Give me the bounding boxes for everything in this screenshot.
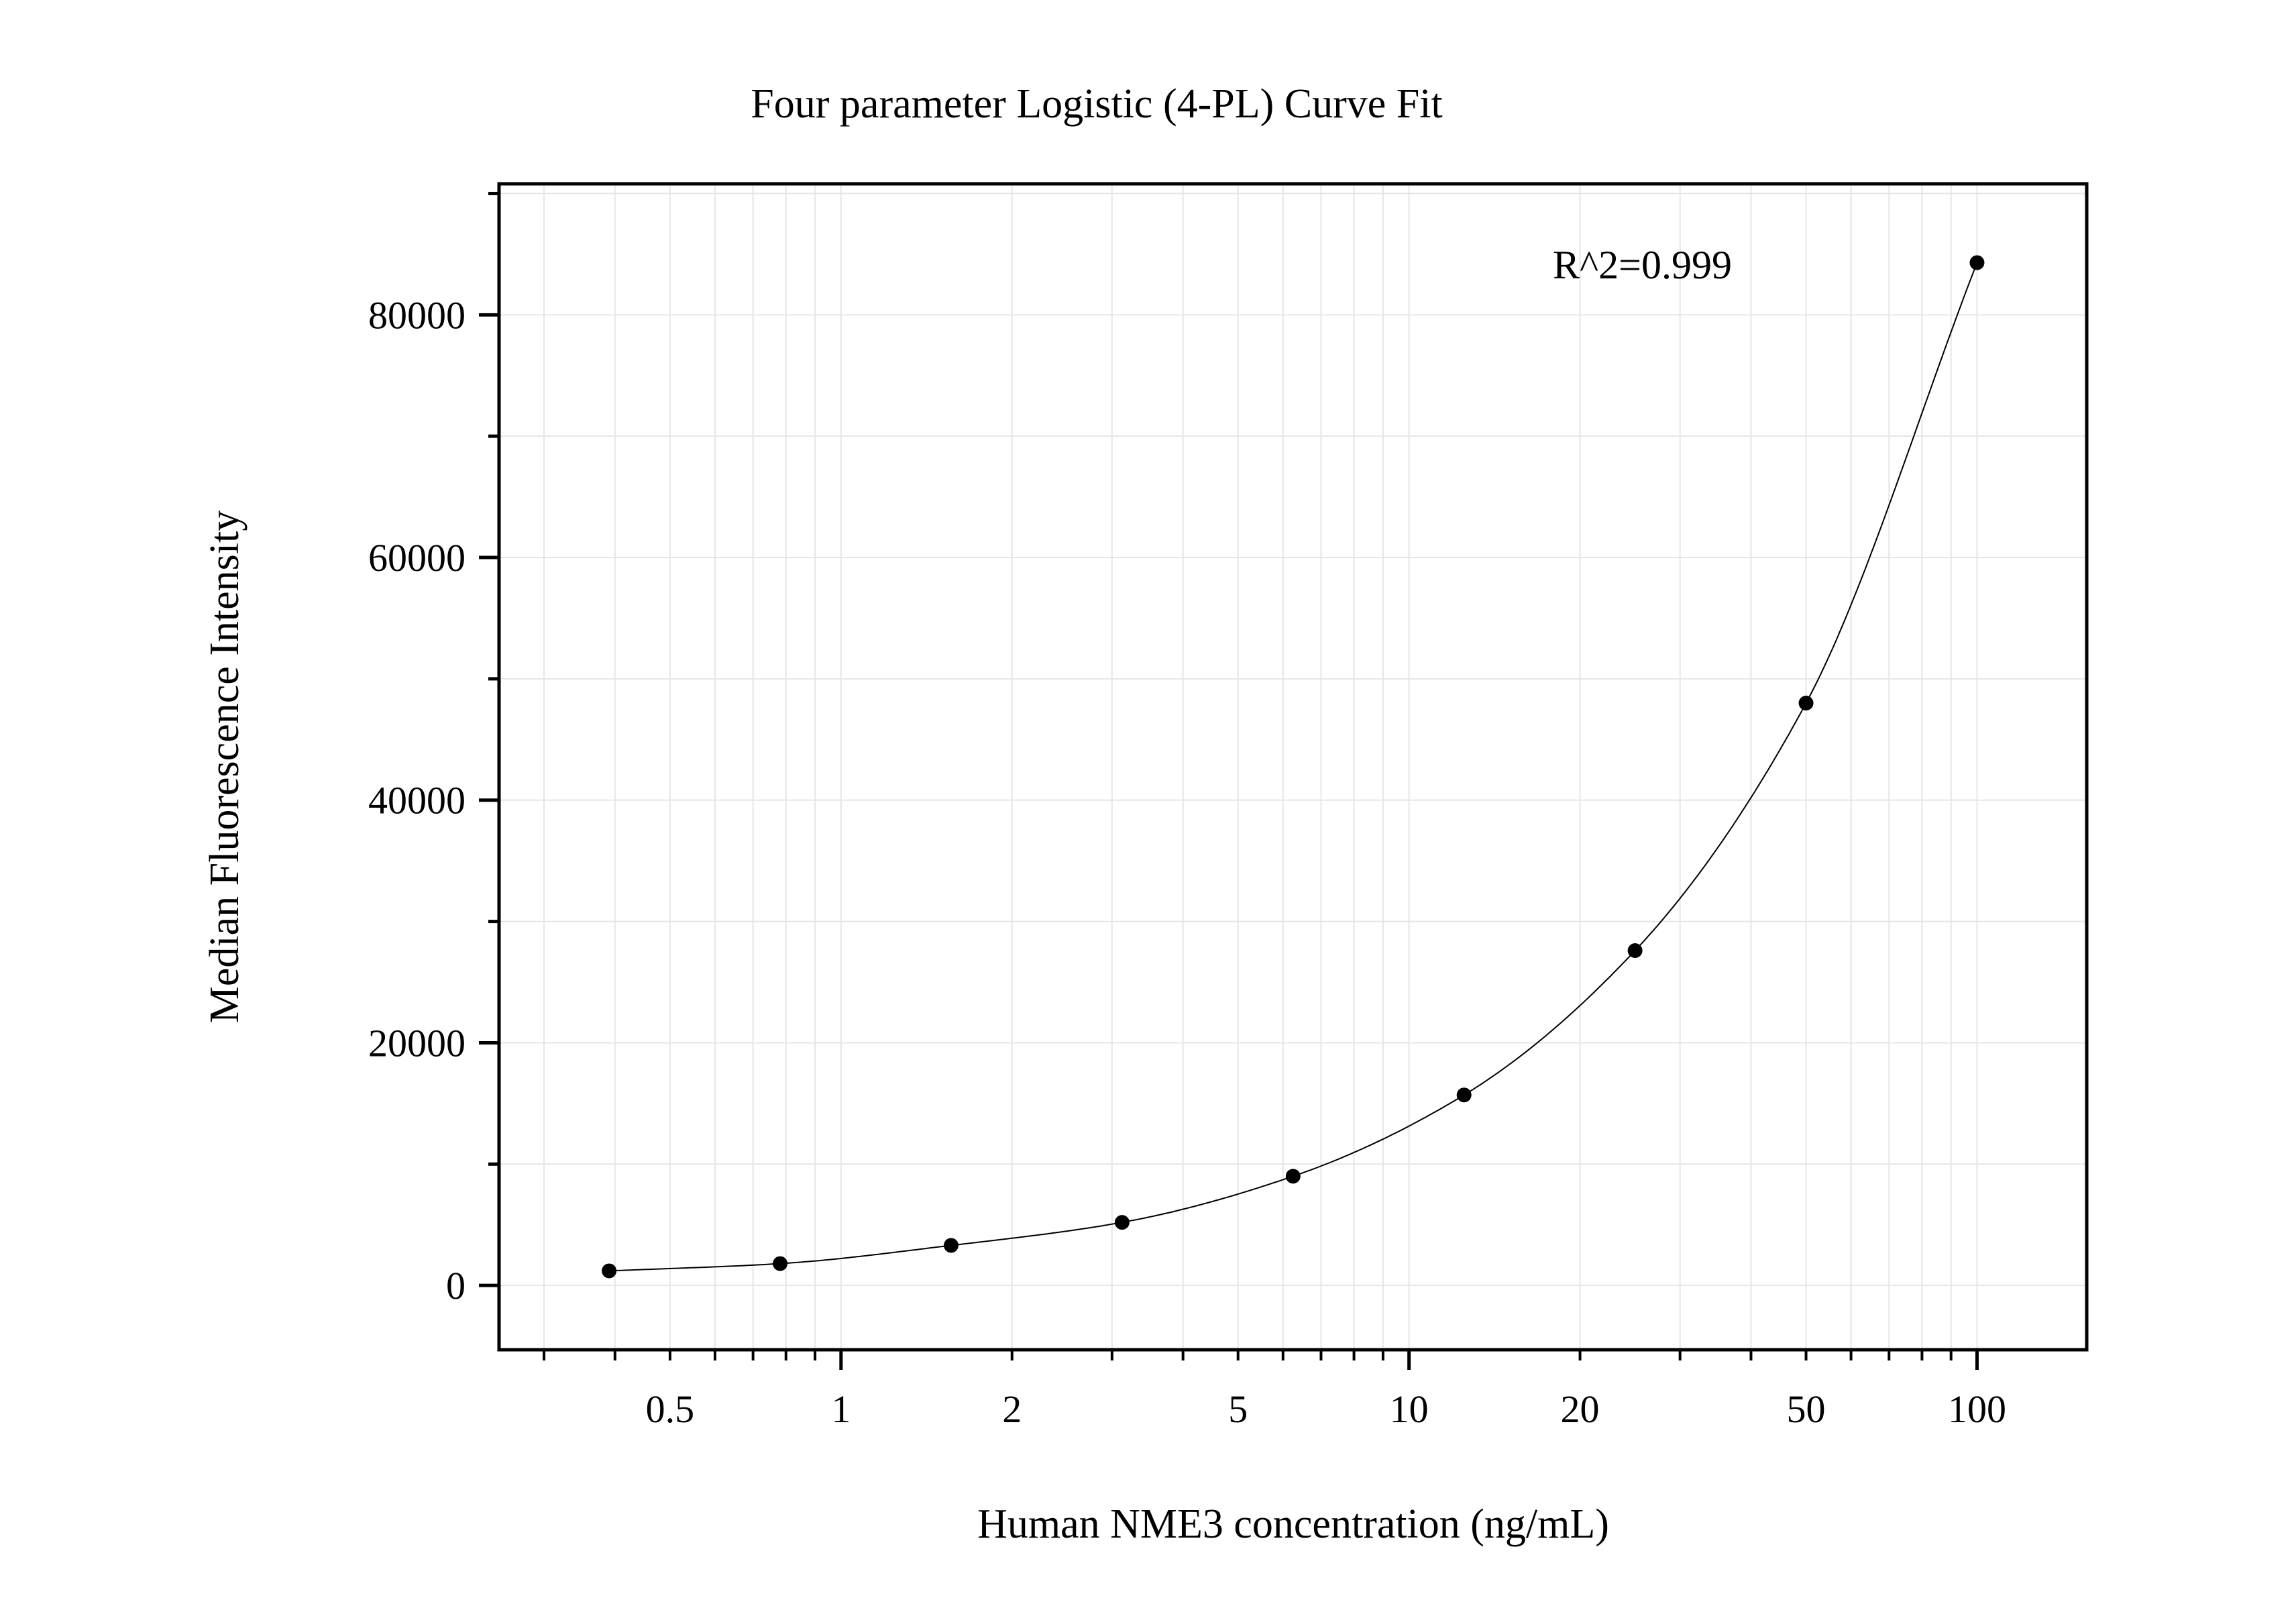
data-point — [602, 1263, 617, 1279]
y-axis: 0 20000 40000 60000 80000 — [368, 191, 499, 1307]
data-point — [1798, 696, 1814, 711]
x-tick-label: 10 — [1390, 1387, 1429, 1431]
grid — [499, 184, 2087, 1350]
x-tick-label: 1 — [831, 1387, 851, 1431]
x-tick-label: 0.5 — [646, 1387, 695, 1431]
chart-title: Four parameter Logistic (4-PL) Curve Fit — [751, 81, 1442, 127]
y-tick-label: 0 — [446, 1264, 466, 1307]
y-tick-label: 80000 — [368, 293, 466, 337]
x-tick-label: 2 — [1002, 1387, 1022, 1431]
y-axis-title: Median Fluorescence Intensity — [202, 511, 248, 1023]
x-tick-label: 50 — [1787, 1387, 1826, 1431]
plot-frame — [497, 182, 2089, 1352]
fit-curve — [609, 262, 1978, 1272]
y-tick-label: 60000 — [368, 536, 466, 580]
data-point — [943, 1238, 959, 1253]
x-axis-title: Human NME3 concentration (ng/mL) — [977, 1501, 1609, 1547]
fit-curve-group — [609, 262, 1978, 1272]
x-tick-label: 100 — [1948, 1387, 2006, 1431]
x-axis: 0.5 1 2 5 10 20 50 100 — [543, 1350, 2006, 1431]
y-tick-label: 20000 — [368, 1021, 466, 1065]
data-point — [1969, 255, 1985, 270]
data-point — [1285, 1169, 1301, 1184]
data-point — [1114, 1215, 1130, 1230]
r-squared-annotation: R^2=0.999 — [1553, 243, 1732, 287]
x-tick-label: 20 — [1561, 1387, 1600, 1431]
y-tick-label: 40000 — [368, 779, 466, 822]
data-point — [1627, 943, 1643, 958]
data-point — [773, 1256, 788, 1271]
data-point — [1456, 1087, 1472, 1103]
data-points — [602, 255, 1985, 1279]
x-tick-label: 5 — [1228, 1387, 1248, 1431]
